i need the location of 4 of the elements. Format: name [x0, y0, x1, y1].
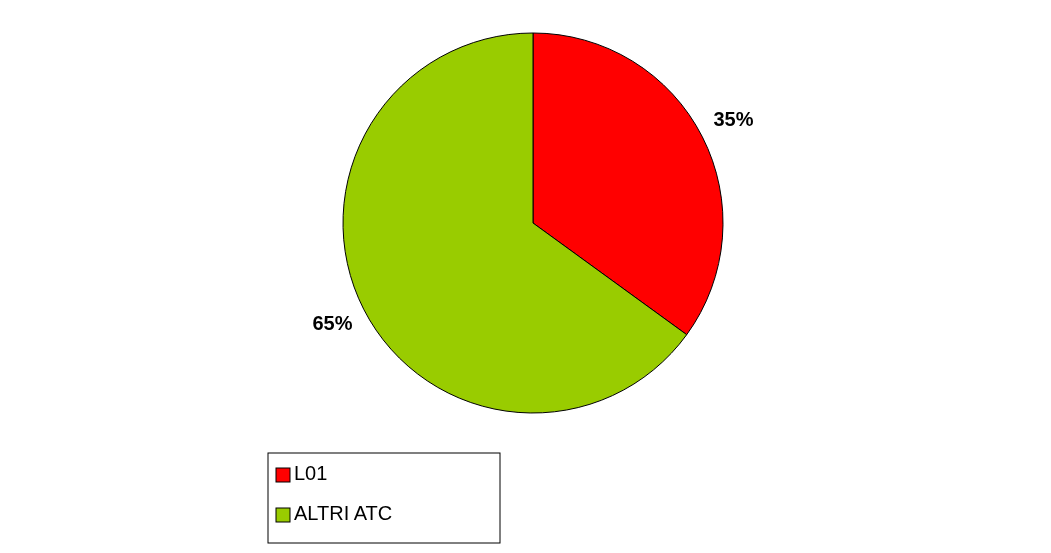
data-label: 35%	[713, 108, 754, 131]
data-label: 65%	[312, 312, 353, 335]
legend-label: L01	[294, 462, 328, 485]
legend-label: ALTRI ATC	[294, 502, 393, 525]
